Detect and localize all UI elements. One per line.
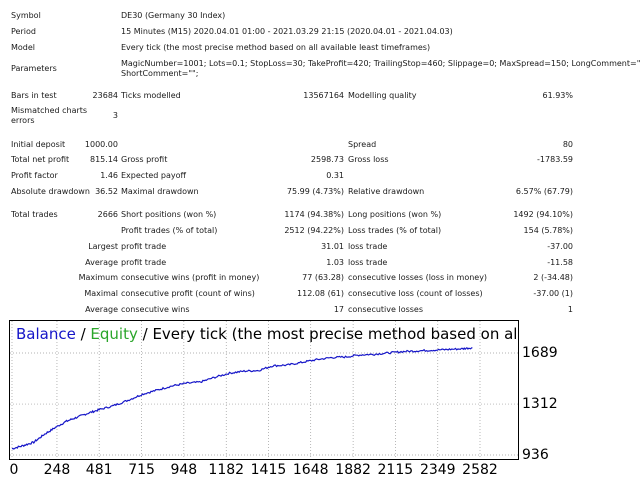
maximum-losses-label: consecutive losses (loss in money) <box>348 273 488 282</box>
parameters-value-line2: ShortComment=""; <box>121 69 199 78</box>
long-positions-label: Long positions (won %) <box>348 210 442 219</box>
net-profit-value: 815.14 <box>90 155 118 164</box>
average-consec-prefix: Average <box>85 305 118 314</box>
profit-factor-value: 1.46 <box>100 171 118 180</box>
spread-label: Spread <box>348 140 377 149</box>
maximal-drawdown-value: 75.99 (4.73%) <box>286 187 344 196</box>
relative-drawdown-label: Relative drawdown <box>348 187 425 196</box>
maximal-loss-label: consecutive loss (count of losses) <box>348 289 483 298</box>
profit-factor-label: Profit factor <box>11 171 58 180</box>
x-tick-label: 1648 <box>292 462 329 478</box>
period-label: Period <box>11 27 36 36</box>
maximum-losses-value: 2 (-34.48) <box>533 273 573 282</box>
average-consec-wins-label: consecutive wins <box>121 305 190 314</box>
maximum-wins-label: consecutive wins (profit in money) <box>121 273 260 282</box>
expected-payoff-label: Expected payoff <box>121 171 186 180</box>
largest-profit-value: 31.01 <box>321 242 344 251</box>
x-tick-label: 948 <box>170 462 198 478</box>
quality-value: 61.93% <box>542 91 573 100</box>
model-value: Every tick (the most precise method base… <box>121 43 431 52</box>
balance-chart-plot <box>10 321 518 459</box>
average-profit-value: 1.03 <box>326 258 344 267</box>
mismatched-value: 3 <box>112 111 118 120</box>
parameters-value-line1: MagicNumber=1001; Lots=0.1; StopLoss=30;… <box>121 59 640 68</box>
average-consec-wins-value: 17 <box>333 305 344 314</box>
x-tick-label: 248 <box>43 462 71 478</box>
balance-chart: Balance / Equity / Every tick (the most … <box>9 320 519 460</box>
ticks-value: 13567164 <box>303 91 344 100</box>
model-label: Model <box>11 43 36 52</box>
initial-deposit-value: 1000.00 <box>84 140 118 149</box>
loss-trades-value: 154 (5.78%) <box>523 226 573 235</box>
ticks-label: Ticks modelled <box>121 91 181 100</box>
largest-profit-label: profit trade <box>121 242 167 251</box>
expected-payoff-value: 0.31 <box>326 171 344 180</box>
mismatched-label-line1: Mismatched charts <box>11 106 88 115</box>
average-profit-label: profit trade <box>121 258 167 267</box>
quality-label: Modelling quality <box>348 91 417 100</box>
average-consec-losses-label: consecutive losses <box>348 305 424 314</box>
gross-loss-label: Gross loss <box>348 155 389 164</box>
x-tick-label: 1415 <box>250 462 287 478</box>
spread-value: 80 <box>562 140 573 149</box>
x-tick-label: 1882 <box>335 462 371 478</box>
short-positions-label: Short positions (won %) <box>121 210 217 219</box>
x-tick-label: 481 <box>85 462 113 478</box>
x-tick-label: 0 <box>9 462 19 478</box>
largest-loss-value: -37.00 <box>547 242 573 251</box>
series-line-balance <box>11 347 473 450</box>
gross-profit-value: 2598.73 <box>310 155 344 164</box>
maximal-profit-label: consecutive profit (count of wins) <box>121 289 255 298</box>
y-tick-label: 936 <box>522 447 549 463</box>
gross-profit-label: Gross profit <box>121 155 168 164</box>
maximal-loss-value: -37.00 (1) <box>533 289 573 298</box>
chart-title-model: Every tick (the most precise method base… <box>152 325 518 343</box>
chart-title-sep2: / <box>137 325 153 343</box>
average-prefix: Average <box>85 258 118 267</box>
y-tick-label: 1312 <box>522 396 558 413</box>
initial-deposit-label: Initial deposit <box>11 140 66 149</box>
absolute-drawdown-label: Absolute drawdown <box>11 187 90 196</box>
average-consec-losses-value: 1 <box>567 305 573 314</box>
short-positions-value: 1174 (94.38%) <box>284 210 344 219</box>
total-trades-label: Total trades <box>11 210 58 219</box>
chart-title-balance: Balance <box>16 325 76 343</box>
period-value: 15 Minutes (M15) 2020.04.01 01:00 - 2021… <box>121 27 453 36</box>
maximal-drawdown-label: Maximal drawdown <box>121 187 199 196</box>
symbol-label: Symbol <box>11 11 41 20</box>
x-tick-label: 2582 <box>462 462 498 478</box>
loss-trades-label: Loss trades (% of total) <box>348 226 442 235</box>
average-loss-label: loss trade <box>348 258 388 267</box>
long-positions-value: 1492 (94.10%) <box>513 210 573 219</box>
profit-trades-label: Profit trades (% of total) <box>121 226 218 235</box>
x-tick-label: 1182 <box>208 462 245 478</box>
relative-drawdown-value: 6.57% (67.79) <box>515 187 573 196</box>
mismatched-label-line2: errors <box>11 116 35 125</box>
average-loss-value: -11.58 <box>547 258 573 267</box>
parameters-label: Parameters <box>11 64 57 73</box>
symbol-value: DE30 (Germany 30 Index) <box>121 11 226 20</box>
profit-trades-value: 2512 (94.22%) <box>284 226 344 235</box>
largest-loss-label: loss trade <box>348 242 388 251</box>
bars-value: 23684 <box>92 91 118 100</box>
net-profit-label: Total net profit <box>11 155 70 164</box>
total-trades-value: 2666 <box>97 210 118 219</box>
maximum-wins-value: 77 (63.28) <box>302 273 344 282</box>
x-tick-label: 715 <box>128 462 155 478</box>
maximum-prefix: Maximum <box>78 273 118 282</box>
gross-loss-value: -1783.59 <box>537 155 573 164</box>
chart-title: Balance / Equity / Every tick (the most … <box>16 325 518 343</box>
largest-prefix: Largest <box>88 242 118 251</box>
chart-title-equity: Equity <box>90 325 138 343</box>
maximal-profit-value: 112.08 (61) <box>297 289 344 298</box>
x-tick-label: 2349 <box>419 462 456 478</box>
bars-label: Bars in test <box>11 91 57 100</box>
x-tick-label: 2115 <box>377 462 414 478</box>
y-tick-label: 1689 <box>522 345 558 361</box>
chart-title-sep1: / <box>75 325 91 343</box>
maximal-prefix: Maximal <box>84 289 118 298</box>
absolute-drawdown-value: 36.52 <box>95 187 118 196</box>
